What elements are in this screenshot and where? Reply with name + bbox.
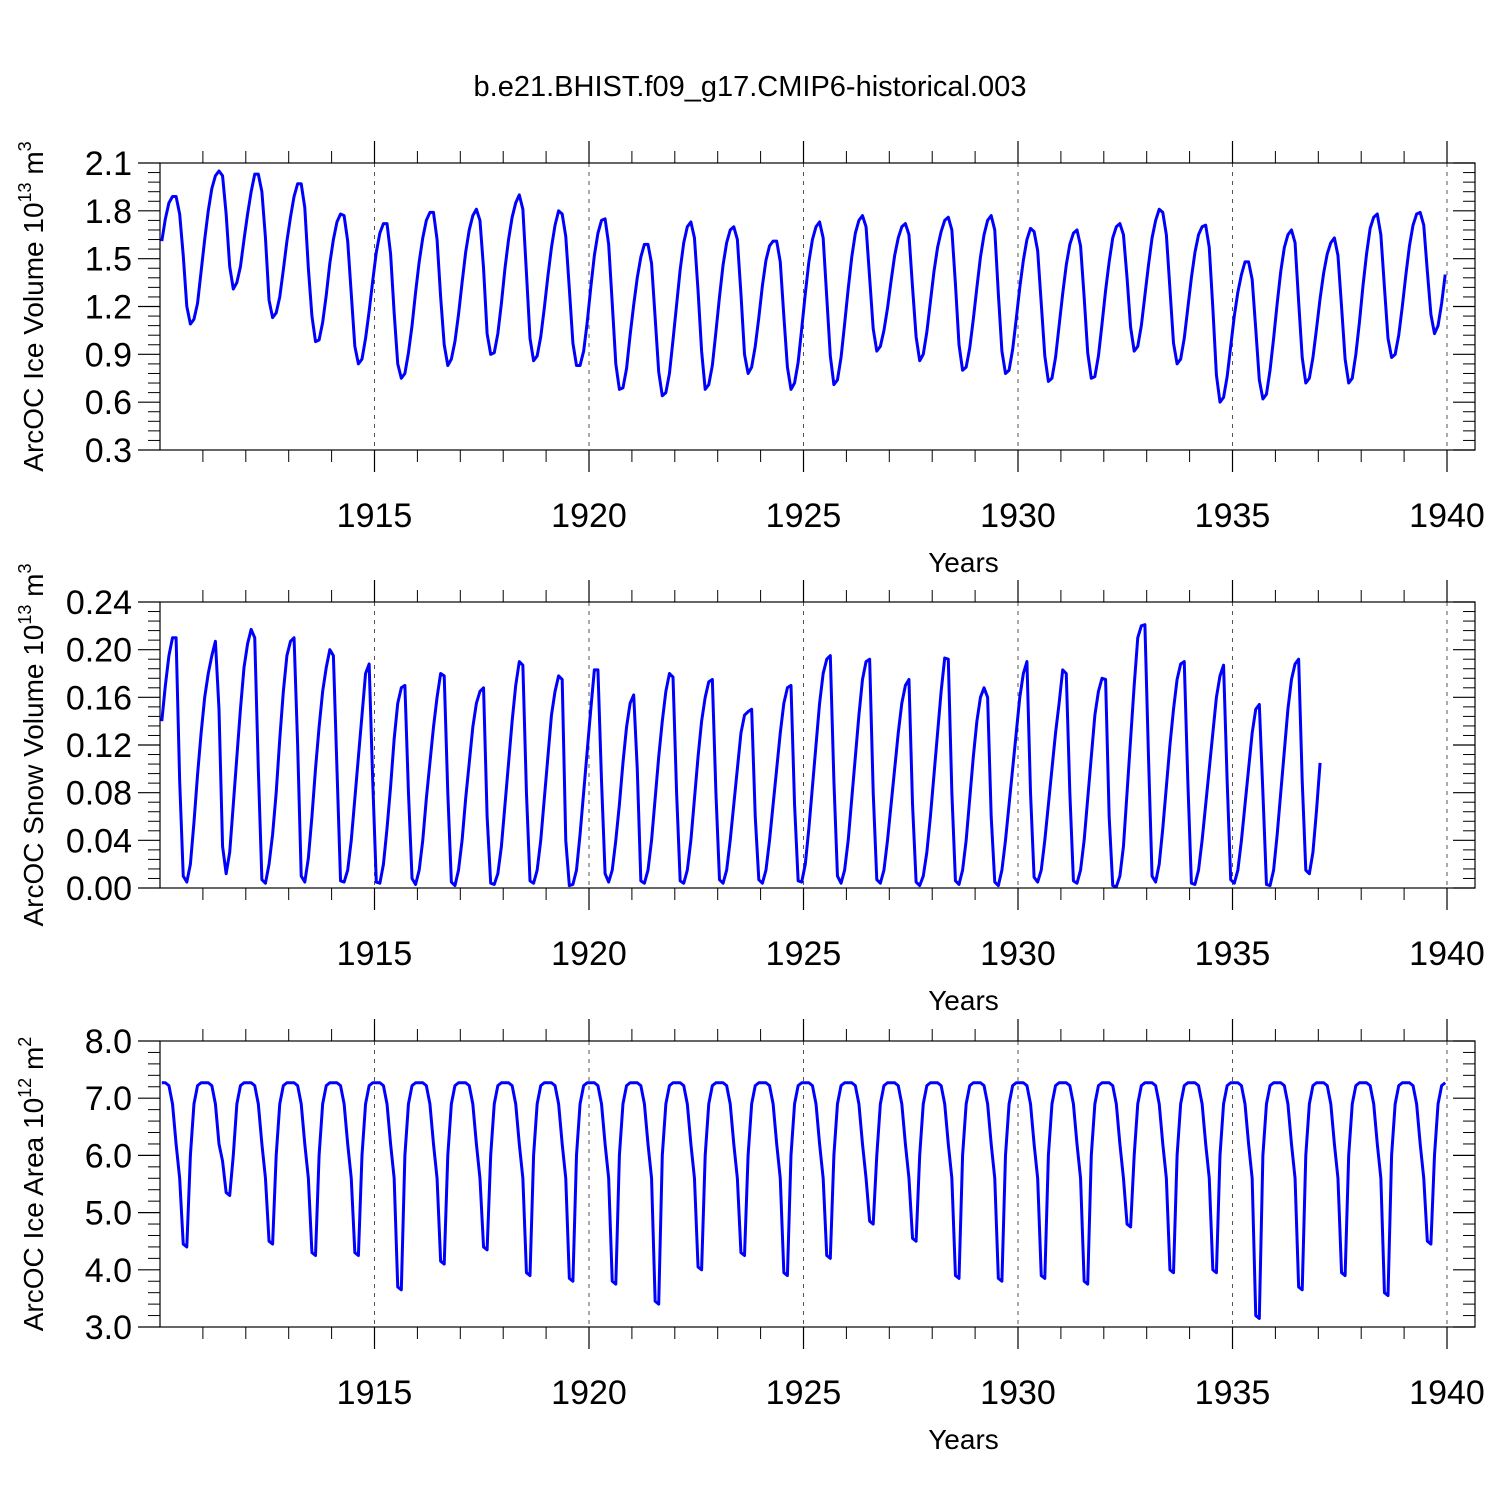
x-tick-label-1915: 1915 [337, 1374, 413, 1412]
y-tick-label-5.0: 5.0 [85, 1195, 132, 1233]
y-tick-label-8.0: 8.0 [85, 1023, 132, 1061]
y-tick-label-0.00: 0.00 [66, 870, 132, 908]
x-tick-label-1935: 1935 [1195, 935, 1271, 973]
x-tick-label-1915: 1915 [337, 497, 413, 535]
y-tick-label-3.0: 3.0 [85, 1309, 132, 1347]
chart-panel-snow-volume: 1915 1920 1925 1930 1935 1940 0.00 0.04 0.08 0.12… [15, 563, 1485, 1016]
series-line-snow-volume [160, 623, 1322, 889]
x-tick-label-1915: 1915 [337, 935, 413, 973]
y-tick-label-1.5: 1.5 [85, 241, 132, 279]
x-tick-label-1925: 1925 [766, 935, 842, 973]
y-axis-label-ice-area: ArcOC Ice Area 1012 m2 [15, 1037, 49, 1332]
y-tick-label-0.3: 0.3 [85, 432, 132, 470]
y-tick-label-4.0: 4.0 [85, 1252, 132, 1290]
x-axis-label-ice-volume: Years [928, 547, 999, 578]
chart-panel-ice-area: 1915 1920 1925 1930 1935 1940 3.0 4.0 5.0 6.0 7.0 8… [15, 1019, 1485, 1455]
x-tick-label-1930: 1930 [980, 935, 1056, 973]
x-tick-label-1940: 1940 [1409, 497, 1485, 535]
y-tick-label-0.20: 0.20 [66, 632, 132, 670]
y-tick-label-6.0: 6.0 [85, 1137, 132, 1175]
figure-title: b.e21.BHIST.f09_g17.CMIP6-historical.003 [474, 71, 1027, 103]
x-axis-label-snow-volume: Years [928, 985, 999, 1016]
y-tick-label-0.6: 0.6 [85, 384, 132, 422]
y-tick-label-0.08: 0.08 [66, 775, 132, 813]
chart-panel-ice-volume: 1915 1920 1925 1930 1935 1940 0.3 0.6 0.9 1.2 1.5 1… [15, 141, 1485, 578]
x-tick-label-1925: 1925 [766, 1374, 842, 1412]
y-axis-label-ice-volume: ArcOC Ice Volume 1013 m3 [15, 141, 49, 471]
y-tick-label-0.04: 0.04 [66, 822, 132, 860]
y-tick-label-0.12: 0.12 [66, 727, 132, 765]
y-tick-label-7.0: 7.0 [85, 1080, 132, 1118]
x-tick-label-1920: 1920 [551, 1374, 627, 1412]
x-tick-label-1920: 1920 [551, 935, 627, 973]
x-tick-label-1940: 1940 [1409, 935, 1485, 973]
x-tick-label-1930: 1930 [980, 497, 1056, 535]
x-axis-label-ice-area: Years [928, 1424, 999, 1455]
y-tick-label-2.1: 2.1 [85, 145, 132, 183]
y-tick-label-0.24: 0.24 [66, 584, 132, 622]
y-axis-label-snow-volume: ArcOC Snow Volume 1013 m3 [15, 563, 49, 926]
y-tick-label-0.9: 0.9 [85, 336, 132, 374]
y-tick-label-1.2: 1.2 [85, 289, 132, 327]
x-tick-label-1930: 1930 [980, 1374, 1056, 1412]
x-tick-label-1940: 1940 [1409, 1374, 1485, 1412]
series-line-ice-area [161, 1081, 1447, 1320]
y-tick-label-1.8: 1.8 [85, 193, 132, 231]
x-tick-label-1935: 1935 [1195, 497, 1271, 535]
x-tick-label-1935: 1935 [1195, 1374, 1271, 1412]
axes-frame-ice-area [159, 1040, 1476, 1328]
x-tick-label-1920: 1920 [551, 497, 627, 535]
y-tick-label-0.16: 0.16 [66, 679, 132, 717]
series-line-ice-volume [160, 169, 1447, 404]
x-tick-label-1925: 1925 [766, 497, 842, 535]
